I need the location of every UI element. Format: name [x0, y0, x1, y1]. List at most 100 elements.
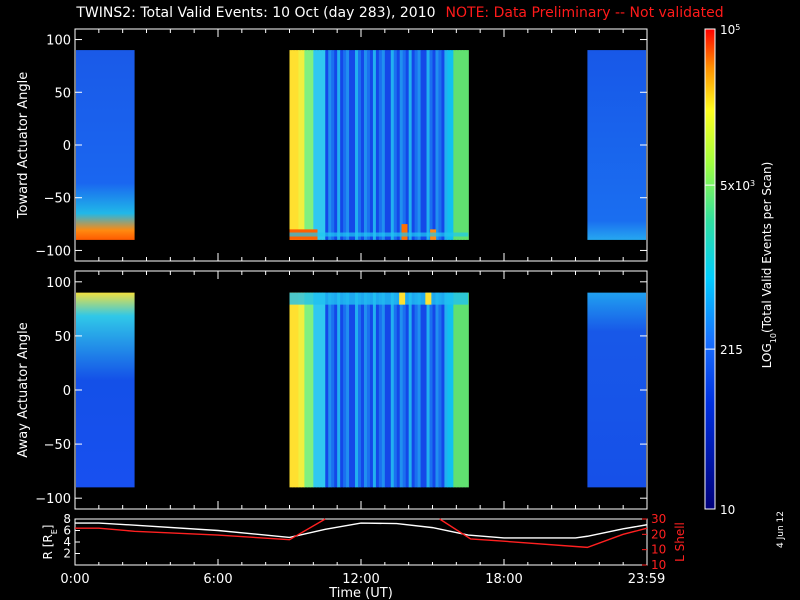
- toward-y-ticks: 100 50 0 −50 −100: [35, 29, 648, 261]
- away-y-axis-label: Away Actuator Angle: [16, 322, 31, 457]
- heatmap-column: [301, 292, 305, 488]
- ephemeris-series: [75, 518, 648, 549]
- heatmap-column: [417, 50, 422, 240]
- heatmap-column: [313, 292, 317, 488]
- heatmap-column: [384, 292, 389, 488]
- heatmap-column: [298, 292, 303, 488]
- heatmap-column: [402, 292, 407, 488]
- heatmap-column: [289, 50, 294, 240]
- heatmap-column: [447, 50, 451, 240]
- time-tick-label: 6:00: [203, 572, 232, 587]
- away-y-ticks: 100 50 0 −50 −100: [35, 271, 648, 509]
- r-tick-label: 4: [63, 535, 71, 549]
- heatmap-column: [340, 50, 344, 240]
- time-tick-label: 23:59: [628, 572, 665, 587]
- colorbar-label: LOG10(Total Valid Events per Scan): [760, 162, 778, 369]
- heatmap-column: [337, 50, 341, 240]
- lshell-tick-label: 30: [651, 512, 666, 526]
- heatmap-column: [420, 50, 425, 240]
- heatmap-column: [352, 292, 356, 488]
- heatmap-column: [301, 50, 305, 240]
- y-tick-label: −100: [35, 244, 71, 259]
- heatmap-column: [456, 50, 460, 240]
- heatmap-column: [343, 292, 347, 488]
- heatmap-column: [328, 292, 332, 488]
- heatmap-column: [361, 50, 365, 240]
- heatmap-column: [340, 292, 344, 488]
- y-tick-label: 100: [46, 34, 71, 49]
- heatmap-column: [408, 292, 413, 488]
- heatmap-column: [408, 50, 413, 240]
- heatmap-column: [399, 292, 404, 488]
- colorbar-gradient: [705, 29, 715, 509]
- heatmap-column: [307, 50, 311, 240]
- heatmap-column: [396, 50, 401, 240]
- heatmap-column: [390, 292, 395, 488]
- heatmap-column: [381, 292, 386, 488]
- y-tick-label: 100: [46, 276, 71, 291]
- heatmap-column: [349, 50, 353, 240]
- heatmap-column: [355, 50, 359, 240]
- r-series-line: [75, 522, 648, 539]
- heatmap-column: [298, 50, 303, 240]
- heatmap-column: [453, 50, 457, 240]
- heatmap-column: [459, 292, 463, 488]
- figure-title: TWINS2: Total Valid Events: 10 Oct (day …: [0, 5, 800, 21]
- heatmap-block-late: [587, 50, 646, 240]
- heatmap-column: [393, 292, 398, 488]
- heatmap-column: [405, 292, 410, 488]
- heatmap-column: [438, 292, 443, 488]
- heatmap-column: [358, 292, 362, 488]
- heatmap-band: [289, 232, 469, 237]
- heatmap-column: [346, 50, 350, 240]
- heatmap-column: [319, 50, 323, 240]
- heatmap-column: [441, 292, 446, 488]
- heatmap-hot-band: [401, 224, 408, 240]
- heatmap-column: [414, 50, 419, 240]
- heatmap-column: [307, 292, 311, 488]
- heatmap-column: [372, 292, 377, 488]
- heatmap-column: [450, 292, 454, 488]
- heatmap-block-late: [587, 292, 646, 488]
- y-tick-label: 0: [63, 384, 71, 399]
- heatmap-column: [444, 50, 448, 240]
- heatmap-column: [426, 50, 431, 240]
- heatmap-column: [361, 292, 365, 488]
- toward-heatmap-panel: 100 50 0 −50 −100 Toward Actuator Angle: [16, 28, 648, 262]
- heatmap-column: [343, 50, 347, 240]
- heatmap-column: [372, 50, 377, 240]
- heatmap-column: [435, 50, 440, 240]
- colorbar-tick-label: 105: [720, 23, 740, 38]
- heatmap-column: [456, 292, 460, 488]
- heatmap-column: [337, 292, 341, 488]
- y-tick-label: 50: [54, 86, 71, 101]
- heatmap-column: [352, 50, 356, 240]
- heatmap-column: [322, 292, 326, 488]
- heatmap-column: [423, 50, 428, 240]
- heatmap-column: [292, 292, 297, 488]
- heatmap-column: [295, 292, 300, 488]
- heatmap-block-early: [76, 292, 135, 488]
- y-tick-label: −100: [35, 492, 71, 507]
- heatmap-column: [319, 292, 323, 488]
- heatmap-column: [453, 292, 457, 488]
- colorbar-tick-label: 5x103: [720, 179, 755, 194]
- heatmap-column: [369, 292, 374, 488]
- time-tick-label: 0:00: [60, 572, 89, 587]
- colorbar: 105 5x103 215 10 LOG10(Total Valid Events p…: [704, 23, 778, 517]
- heatmap-column: [325, 292, 329, 488]
- heatmap-column: [462, 292, 466, 488]
- heatmap-column: [355, 292, 359, 488]
- heatmap-column: [381, 50, 386, 240]
- time-tick-label: 18:00: [485, 572, 522, 587]
- lshell-axis-label: L Shell: [673, 522, 687, 562]
- heatmap-column: [414, 292, 419, 488]
- heatmap-column: [438, 50, 443, 240]
- time-axis-label: Time (UT): [328, 586, 393, 600]
- heatmap-column: [399, 50, 404, 240]
- away-heatmap-panel: 100 50 0 −50 −100 Away Actuator Angle: [16, 270, 648, 510]
- y-tick-label: 50: [54, 330, 71, 345]
- heatmap-column: [447, 292, 451, 488]
